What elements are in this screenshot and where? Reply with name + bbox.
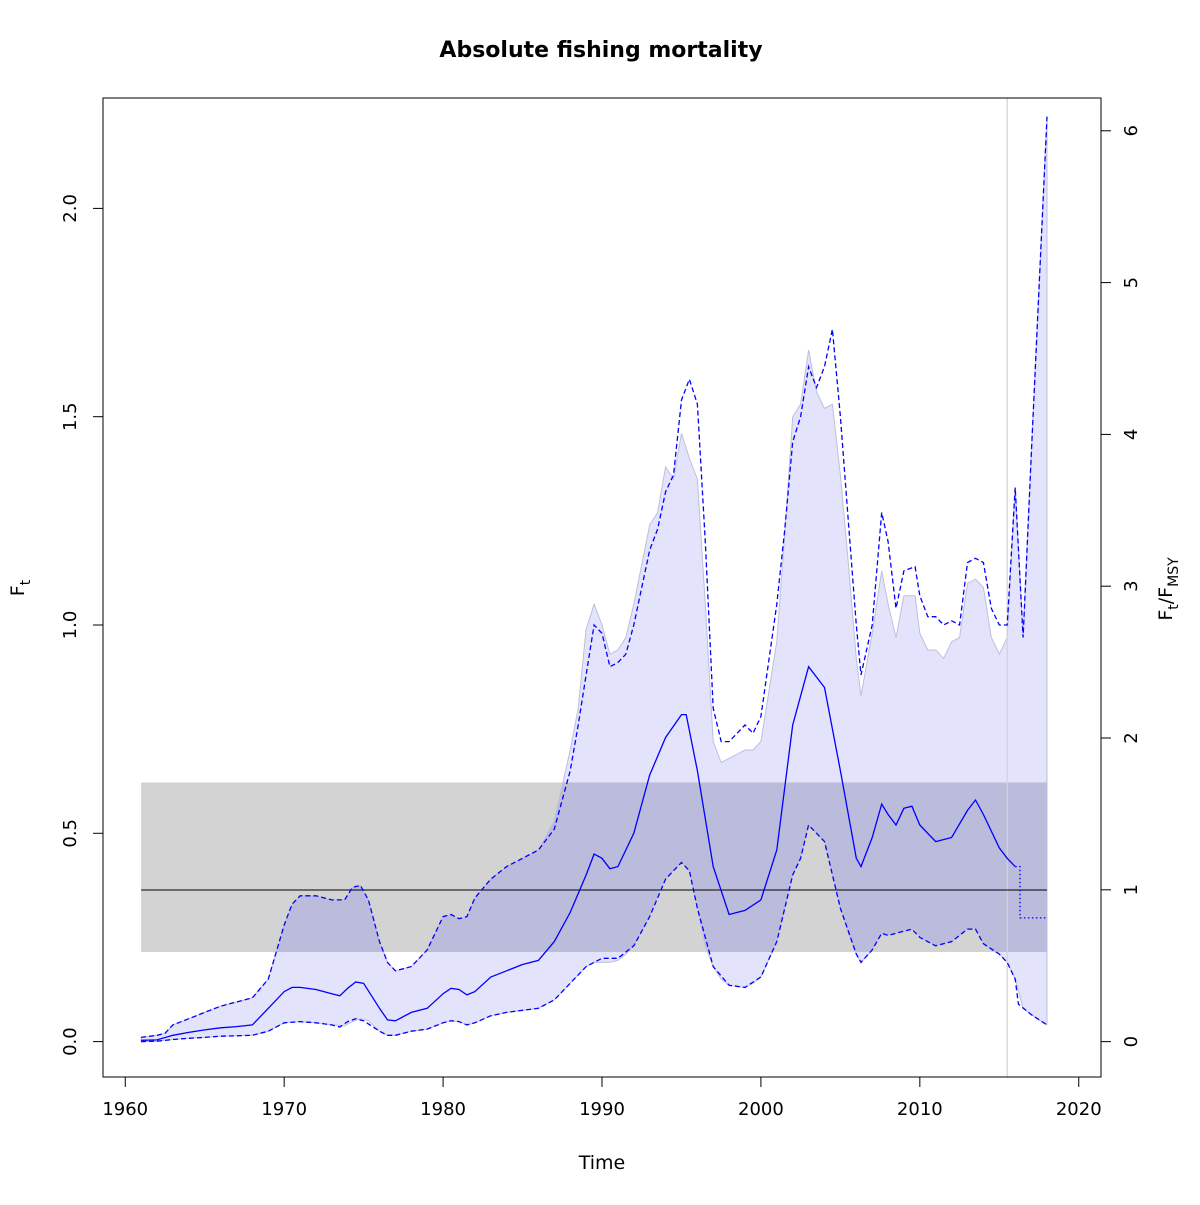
series-lower-ci xyxy=(141,823,1048,1043)
x-tick-label: 2010 xyxy=(897,1099,943,1120)
y-tick-label: 2.0 xyxy=(60,194,81,223)
y-tick-label: 0.0 xyxy=(60,1027,81,1056)
y-right-tick-label: 0 xyxy=(1121,1036,1142,1047)
y-right-tick-label: 1 xyxy=(1121,884,1142,895)
x-tick-label: 1960 xyxy=(102,1099,148,1120)
y-right-tick-label: 4 xyxy=(1121,429,1142,440)
x-tick-label: 1990 xyxy=(579,1099,625,1120)
x-tick-label: 1980 xyxy=(420,1099,466,1120)
y-tick-label: 1.5 xyxy=(60,402,81,431)
y-axis-label: Ft xyxy=(7,579,34,596)
confidence-band-overlap xyxy=(276,782,1047,953)
y-right-tick-label: 2 xyxy=(1121,732,1142,743)
x-axis-label: Time xyxy=(578,1152,626,1174)
y-axis-left: 0.0 0.5 1.0 1.5 2.0 xyxy=(60,194,104,1056)
y-axis-right: 0 1 2 3 4 5 6 xyxy=(1100,125,1142,1047)
x-tick-label: 1970 xyxy=(261,1099,307,1120)
x-axis: 1960 1970 1980 1990 2000 2010 2020 xyxy=(102,1076,1102,1120)
x-tick-label: 2020 xyxy=(1056,1099,1102,1120)
y-right-tick-label: 5 xyxy=(1121,277,1142,288)
chart-title: Absolute fishing mortality xyxy=(439,38,762,63)
plot-area xyxy=(102,97,1102,1078)
series-estimate xyxy=(141,665,1016,1041)
y-tick-label: 1.0 xyxy=(60,611,81,640)
series-upper-ci xyxy=(141,116,1048,1039)
y-right-tick-label: 6 xyxy=(1121,125,1142,136)
y-tick-label: 0.5 xyxy=(60,819,81,848)
y-axis-right-label: Ft/FMSY xyxy=(1155,557,1182,621)
y-right-tick-label: 3 xyxy=(1121,580,1142,591)
x-tick-label: 2000 xyxy=(738,1099,784,1120)
